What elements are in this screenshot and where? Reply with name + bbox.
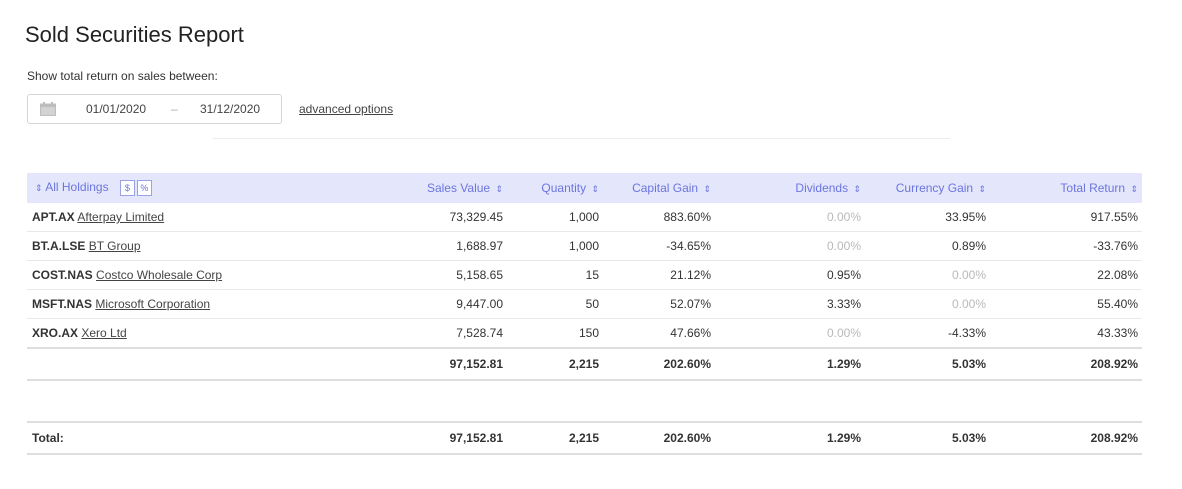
end-date-field[interactable]: 31/12/2020: [200, 102, 261, 116]
sort-icon: ⇕: [703, 184, 711, 194]
holding-name-link[interactable]: BT Group: [88, 239, 141, 253]
dividends-cell: 0.00%: [715, 203, 865, 232]
sort-icon: ⇕: [853, 184, 861, 194]
dividends-cell: 0.95%: [715, 260, 865, 290]
subtotal-quantity: 2,215: [507, 347, 603, 381]
date-range-description: Show total return on sales between:: [27, 69, 218, 83]
quantity-cell: 150: [507, 318, 603, 349]
grand-total-table: Total: 97,152.81 2,215 202.60% 1.29% 5.0…: [27, 421, 1142, 455]
currency-gain-cell: 0.00%: [865, 289, 990, 319]
start-date-field[interactable]: 01/01/2020: [86, 102, 147, 116]
advanced-options-link[interactable]: advanced options: [299, 102, 394, 116]
currency-gain-cell: 33.95%: [865, 203, 990, 232]
grand-total-dividends: 1.29%: [715, 421, 865, 455]
sales-value-cell: 5,158.65: [407, 260, 507, 290]
table-header-row: ⇕ All Holdings $% Sales Value ⇕ Quantity…: [27, 173, 1142, 203]
header-label: Capital Gain: [632, 181, 699, 195]
subtotal-currency-gain: 5.03%: [865, 347, 990, 381]
percent-toggle-button[interactable]: %: [136, 180, 152, 196]
header-capital-gain[interactable]: Capital Gain ⇕: [603, 173, 715, 203]
header-label: Quantity: [541, 181, 587, 195]
divider: [213, 138, 950, 139]
sort-icon: ⇕: [591, 184, 599, 194]
header-all-holdings[interactable]: ⇕ All Holdings $%: [27, 173, 407, 203]
subtotal-total-return: 208.92%: [990, 347, 1142, 381]
sales-value-cell: 1,688.97: [407, 231, 507, 261]
sort-icon: ⇕: [978, 184, 986, 194]
header-label: Total Return: [1060, 181, 1126, 195]
total-return-cell: 43.33%: [990, 318, 1142, 349]
ticker-code: XRO.AX: [32, 326, 79, 340]
quantity-cell: 15: [507, 260, 603, 290]
holding-name-link[interactable]: Afterpay Limited: [77, 210, 165, 224]
capital-gain-cell: 21.12%: [603, 260, 715, 290]
dividends-cell: 0.00%: [715, 318, 865, 349]
capital-gain-cell: 52.07%: [603, 289, 715, 319]
dividends-cell: 3.33%: [715, 289, 865, 319]
total-return-cell: 22.08%: [990, 260, 1142, 290]
grand-total-total-return: 208.92%: [990, 421, 1142, 455]
table-row: XRO.AX Xero Ltd 7,528.74 150 47.66% 0.00…: [27, 318, 1142, 349]
dollar-toggle-button[interactable]: $: [119, 180, 135, 196]
table-row: COST.NAS Costco Wholesale Corp 5,158.65 …: [27, 260, 1142, 290]
sales-value-cell: 7,528.74: [407, 318, 507, 349]
ticker-code: MSFT.NAS: [32, 297, 92, 311]
currency-gain-cell: -4.33%: [865, 318, 990, 349]
ticker-code: COST.NAS: [32, 268, 93, 282]
ticker-code: APT.AX: [32, 210, 75, 224]
holding-name-link[interactable]: Costco Wholesale Corp: [96, 268, 223, 282]
currency-gain-cell: 0.89%: [865, 231, 990, 261]
header-total-return[interactable]: Total Return ⇕: [990, 173, 1142, 203]
subtotal-capital-gain: 202.60%: [603, 347, 715, 381]
total-return-cell: 917.55%: [990, 203, 1142, 232]
page-title: Sold Securities Report: [25, 22, 244, 47]
header-label: Sales Value: [426, 181, 491, 195]
capital-gain-cell: 883.60%: [603, 203, 715, 232]
header-quantity[interactable]: Quantity ⇕: [507, 173, 603, 203]
holdings-table: ⇕ All Holdings $% Sales Value ⇕ Quantity…: [27, 173, 1142, 381]
header-currency-gain[interactable]: Currency Gain ⇕: [865, 173, 990, 203]
currency-gain-cell: 0.00%: [865, 260, 990, 290]
header-label: All Holdings: [45, 180, 109, 195]
grand-total-row: Total: 97,152.81 2,215 202.60% 1.29% 5.0…: [27, 421, 1142, 455]
subtotal-row: 97,152.81 2,215 202.60% 1.29% 5.03% 208.…: [27, 347, 1142, 381]
table-row: BT.A.LSE BT Group 1,688.97 1,000 -34.65%…: [27, 231, 1142, 261]
grand-total-capital-gain: 202.60%: [603, 421, 715, 455]
header-sales-value[interactable]: Sales Value ⇕: [407, 173, 507, 203]
date-range-picker[interactable]: 01/01/2020 – 31/12/2020: [27, 94, 282, 124]
calendar-icon: [40, 102, 56, 116]
grand-total-quantity: 2,215: [507, 421, 603, 455]
header-dividends[interactable]: Dividends ⇕: [715, 173, 865, 203]
subtotal-sales-value: 97,152.81: [407, 347, 507, 381]
quantity-cell: 50: [507, 289, 603, 319]
header-label: Dividends: [795, 181, 849, 195]
header-label: Currency Gain: [895, 181, 974, 195]
table-row: APT.AX Afterpay Limited 73,329.45 1,000 …: [27, 203, 1142, 232]
sort-icon: ⇕: [495, 184, 503, 194]
capital-gain-cell: -34.65%: [603, 231, 715, 261]
quantity-cell: 1,000: [507, 203, 603, 232]
quantity-cell: 1,000: [507, 231, 603, 261]
holding-name-link[interactable]: Xero Ltd: [81, 326, 127, 340]
sales-value-cell: 9,447.00: [407, 289, 507, 319]
grand-total-label: Total:: [27, 421, 407, 455]
sort-icon: ⇕: [35, 183, 43, 194]
capital-gain-cell: 47.66%: [603, 318, 715, 349]
subtotal-dividends: 1.29%: [715, 347, 865, 381]
dividends-cell: 0.00%: [715, 231, 865, 261]
sort-icon: ⇕: [1130, 184, 1138, 194]
holding-name-link[interactable]: Microsoft Corporation: [95, 297, 211, 311]
total-return-cell: -33.76%: [990, 231, 1142, 261]
grand-total-currency-gain: 5.03%: [865, 421, 990, 455]
sales-value-cell: 73,329.45: [407, 203, 507, 232]
total-return-cell: 55.40%: [990, 289, 1142, 319]
table-row: MSFT.NAS Microsoft Corporation 9,447.00 …: [27, 289, 1142, 319]
date-separator: –: [171, 102, 178, 116]
ticker-code: BT.A.LSE: [32, 239, 86, 253]
grand-total-sales-value: 97,152.81: [407, 421, 507, 455]
